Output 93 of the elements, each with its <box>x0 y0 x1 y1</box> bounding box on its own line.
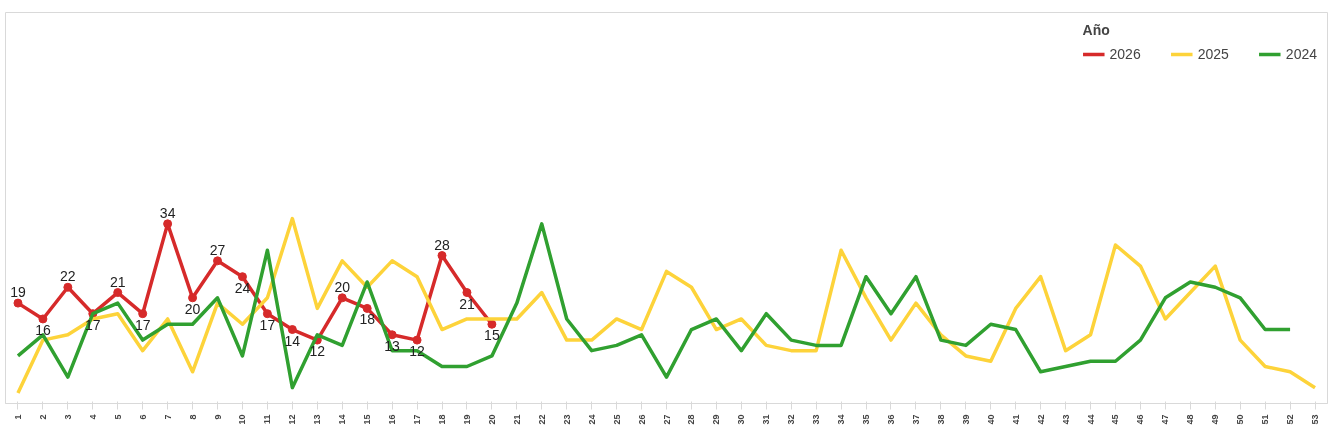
data-label: 21 <box>109 273 126 290</box>
point <box>63 282 73 292</box>
data-label: 20 <box>184 300 201 317</box>
x-tick-label: 29 <box>711 414 722 425</box>
point <box>188 293 198 303</box>
x-tick-label: 20 <box>486 414 497 425</box>
x-tick-label: 39 <box>960 414 971 425</box>
data-label: 21 <box>459 295 475 312</box>
x-tick-label: 28 <box>686 414 697 425</box>
point <box>437 251 447 261</box>
legend-label: 2024 <box>1285 46 1317 62</box>
x-tick-label: 32 <box>786 414 797 425</box>
point <box>237 272 247 282</box>
x-tick-label: 44 <box>1085 414 1096 425</box>
legend-title: Año <box>1082 22 1111 38</box>
x-tick-label: 9 <box>212 414 223 420</box>
x-tick-label: 51 <box>1260 414 1271 425</box>
x-tick-label: 6 <box>137 414 148 420</box>
legend-label: 2025 <box>1197 46 1229 62</box>
point <box>113 288 123 298</box>
point <box>487 319 497 329</box>
data-label: 17 <box>134 316 151 333</box>
point <box>13 298 23 308</box>
x-tick-label: 43 <box>1060 414 1071 425</box>
x-tick-label: 22 <box>536 414 547 425</box>
point <box>262 309 272 319</box>
x-tick-label: 49 <box>1210 414 1221 425</box>
x-tick-label: 17 <box>412 414 423 425</box>
x-tick-label: 41 <box>1010 414 1021 425</box>
x-tick-label: 8 <box>187 414 198 420</box>
data-label: 22 <box>60 268 76 285</box>
x-tick-label: 36 <box>885 414 896 425</box>
x-tick-label: 7 <box>162 414 173 420</box>
legend-label: 2026 <box>1109 46 1141 62</box>
data-label: 34 <box>159 204 176 221</box>
x-tick-label: 12 <box>287 414 298 425</box>
data-label: 12 <box>309 343 326 360</box>
data-label: 19 <box>10 284 26 301</box>
x-tick-label: 34 <box>836 414 847 425</box>
x-tick-label: 14 <box>337 414 348 425</box>
point <box>213 256 223 266</box>
data-label: 27 <box>209 241 226 258</box>
data-label: 17 <box>259 316 276 333</box>
x-tick-label: 48 <box>1185 414 1196 425</box>
x-tick-label: 40 <box>985 414 996 425</box>
x-tick-label: 33 <box>811 414 822 425</box>
x-tick-label: 38 <box>935 414 946 425</box>
point <box>362 303 372 313</box>
point <box>38 314 48 324</box>
x-tick-label: 25 <box>611 414 622 425</box>
x-tick-label: 31 <box>761 414 772 425</box>
data-label: 14 <box>284 332 301 349</box>
point <box>163 219 173 229</box>
x-tick-label: 10 <box>237 414 248 425</box>
point <box>138 309 148 319</box>
x-tick-label: 15 <box>362 414 373 425</box>
data-label: 28 <box>434 236 451 253</box>
point <box>462 288 472 298</box>
x-tick-label: 35 <box>861 414 872 425</box>
point <box>337 293 347 303</box>
x-tick-label: 19 <box>461 414 472 425</box>
x-tick-label: 21 <box>511 414 522 425</box>
point <box>387 330 397 340</box>
x-tick-label: 47 <box>1160 414 1171 425</box>
x-tick-label: 5 <box>112 414 123 420</box>
x-tick-label: 23 <box>561 414 572 425</box>
x-tick-label: 3 <box>62 414 73 420</box>
x-tick-label: 50 <box>1235 414 1246 425</box>
x-tick-label: 27 <box>661 414 672 425</box>
x-tick-label: 16 <box>387 414 398 425</box>
point <box>287 325 297 335</box>
x-tick-label: 11 <box>262 414 273 425</box>
x-tick-label: 53 <box>1310 414 1321 425</box>
x-tick-label: 37 <box>910 414 921 425</box>
x-tick-label: 42 <box>1035 414 1046 425</box>
data-label: 12 <box>409 343 426 360</box>
x-tick-label: 2 <box>37 414 48 420</box>
data-label: 16 <box>35 321 51 338</box>
point <box>412 335 422 345</box>
data-label: 24 <box>234 279 251 296</box>
x-tick-label: 4 <box>87 414 98 420</box>
x-tick-label: 1 <box>12 414 23 420</box>
x-tick-label: 46 <box>1135 414 1146 425</box>
data-label: 20 <box>334 278 351 295</box>
x-tick-label: 13 <box>312 414 323 425</box>
x-tick-label: 26 <box>636 414 647 425</box>
x-tick-label: 18 <box>437 414 448 425</box>
x-tick-label: 24 <box>586 414 597 425</box>
x-tick-label: 30 <box>736 414 747 425</box>
data-label: 15 <box>484 327 500 344</box>
x-tick-label: 45 <box>1110 414 1121 425</box>
x-tick-label: 52 <box>1285 414 1296 425</box>
data-label: 18 <box>359 311 376 328</box>
